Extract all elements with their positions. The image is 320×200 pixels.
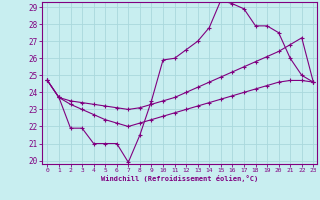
X-axis label: Windchill (Refroidissement éolien,°C): Windchill (Refroidissement éolien,°C): [100, 175, 258, 182]
